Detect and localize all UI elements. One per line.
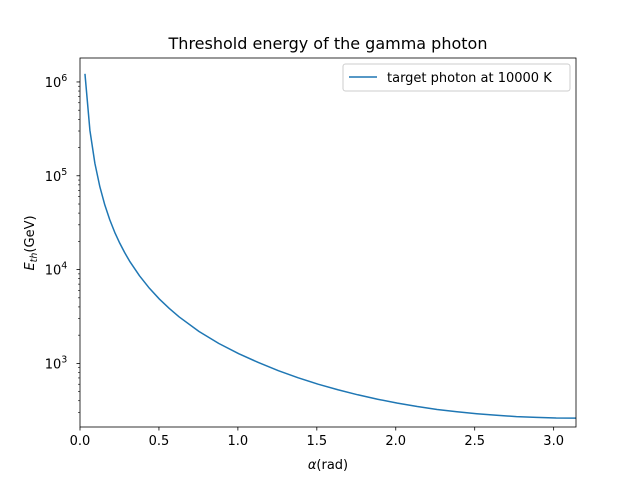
x-tick-label: 3.0 [543,434,564,449]
x-tick-label: 0.5 [149,434,170,449]
y-axis-label-unit: (GeV) [23,215,38,252]
y-tick-label-exponent: 6 [61,73,67,84]
x-tick-label: 1.5 [306,434,327,449]
x-tick-label: 0.0 [70,434,91,449]
legend: target photon at 10000 K [342,63,571,92]
x-axis-label-symbol: α [308,458,317,473]
plot-frame [79,57,577,428]
y-tick-label-base: 10 [45,357,62,372]
legend-entry-label: target photon at 10000 K [387,71,552,86]
x-axis-label: α(rad) [308,458,348,473]
chart-title: Threshold energy of the gamma photon [168,34,488,53]
y-tick-label: 105 [45,167,68,185]
x-axis-ticks: 0.0 0.5 1.0 1.5 2.0 2.5 3.0 [70,427,564,449]
x-axis-label-unit: (rad) [316,458,348,473]
series-line [84,73,577,419]
x-tick-label: 2.5 [464,434,485,449]
y-tick-label-exponent: 5 [61,167,67,178]
y-tick-label-base: 10 [45,170,62,185]
x-tick-label: 2.0 [385,434,406,449]
y-tick-label-base: 10 [45,76,62,91]
y-tick-label-base: 10 [45,264,62,279]
y-axis-label-symbol: E [23,262,38,271]
y-axis-label: Eth(GeV) [23,215,40,270]
y-axis-label-subscript: th [29,253,40,263]
y-tick-label-exponent: 3 [61,354,67,365]
legend-box [342,63,571,92]
y-tick-label: 104 [45,261,68,279]
y-tick-label: 106 [45,73,68,91]
y-tick-label: 103 [45,354,68,372]
y-tick-label-exponent: 4 [61,261,67,272]
x-tick-label: 1.0 [228,434,249,449]
